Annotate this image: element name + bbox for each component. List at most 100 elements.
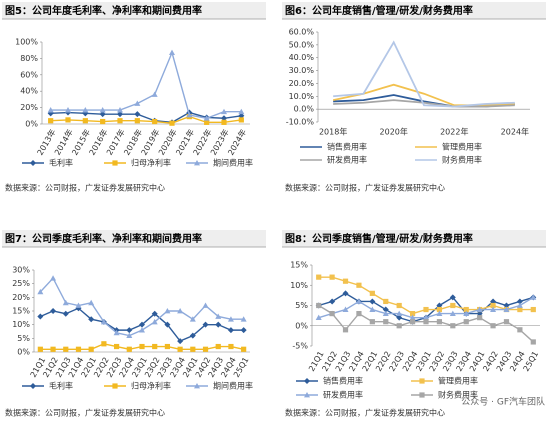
y-tick-label: 60.0% bbox=[289, 28, 315, 37]
marker bbox=[356, 282, 362, 288]
marker bbox=[463, 306, 469, 313]
y-tick-label: 80% bbox=[20, 54, 38, 63]
y-tick-label: 100% bbox=[15, 38, 38, 47]
marker bbox=[503, 306, 510, 312]
marker bbox=[329, 311, 335, 317]
marker bbox=[530, 294, 537, 300]
marker bbox=[463, 319, 469, 325]
y-tick-label: 40% bbox=[20, 87, 38, 96]
title-bar bbox=[282, 230, 546, 247]
marker bbox=[202, 302, 209, 308]
marker bbox=[477, 315, 483, 321]
marker bbox=[423, 306, 429, 313]
marker bbox=[396, 314, 403, 321]
marker bbox=[342, 327, 349, 333]
watermark: 公众号 · GF汽车团队 bbox=[461, 396, 545, 408]
title-bar bbox=[282, 2, 546, 19]
title-bar bbox=[2, 230, 266, 247]
marker bbox=[164, 343, 171, 350]
legend-label: 期间费用率 bbox=[213, 158, 253, 168]
marker bbox=[409, 314, 416, 321]
marker bbox=[342, 278, 349, 284]
marker bbox=[152, 343, 158, 350]
marker bbox=[342, 290, 349, 297]
legend-label: 销售费用率 bbox=[323, 376, 363, 386]
marker bbox=[450, 323, 456, 329]
marker bbox=[383, 319, 389, 325]
marker bbox=[82, 118, 88, 124]
marker bbox=[316, 302, 322, 309]
source-note: 数据来源：公司财报，广发证券发展研究中心 bbox=[5, 183, 165, 193]
y-tick-label: -5% bbox=[292, 342, 308, 351]
marker bbox=[126, 327, 133, 334]
marker bbox=[238, 117, 244, 123]
marker bbox=[316, 274, 322, 280]
marker bbox=[189, 316, 196, 322]
marker bbox=[517, 306, 523, 313]
marker bbox=[194, 160, 200, 166]
marker bbox=[215, 343, 221, 350]
y-tick-label: 10% bbox=[290, 281, 308, 290]
y-tick-label: 30% bbox=[12, 266, 30, 275]
legend-label: 归母净利率 bbox=[131, 158, 171, 168]
marker bbox=[227, 327, 234, 334]
y-tick-label: 25% bbox=[12, 279, 30, 288]
marker bbox=[75, 346, 82, 352]
marker bbox=[490, 302, 496, 309]
y-tick-label: 5% bbox=[295, 301, 308, 310]
legend-label: 毛利率 bbox=[49, 158, 73, 168]
marker bbox=[113, 343, 120, 350]
marker bbox=[396, 310, 403, 316]
marker bbox=[65, 117, 71, 123]
marker bbox=[369, 290, 375, 296]
marker bbox=[490, 323, 496, 329]
marker bbox=[186, 111, 193, 118]
marker bbox=[355, 298, 362, 304]
marker bbox=[396, 323, 402, 329]
marker bbox=[409, 319, 416, 325]
marker bbox=[369, 319, 375, 325]
marker bbox=[503, 319, 510, 325]
marker bbox=[139, 321, 145, 328]
y-tick-label: 10.0% bbox=[289, 92, 315, 101]
marker bbox=[139, 327, 145, 333]
legend-label: 归母净利率 bbox=[131, 381, 171, 391]
marker bbox=[449, 310, 456, 316]
marker bbox=[240, 316, 247, 322]
marker bbox=[423, 319, 429, 325]
y-tick-label: 40.0% bbox=[289, 53, 315, 62]
marker bbox=[436, 310, 443, 316]
x-tick-label: 2018年 bbox=[319, 127, 347, 137]
marker bbox=[65, 107, 71, 113]
title-bar bbox=[2, 2, 266, 19]
marker bbox=[383, 298, 389, 305]
marker bbox=[436, 319, 443, 325]
marker bbox=[50, 308, 57, 314]
marker bbox=[215, 313, 222, 319]
legend-label: 研发费用率 bbox=[323, 390, 363, 400]
marker bbox=[396, 302, 402, 309]
marker bbox=[517, 327, 523, 333]
y-tick-label: 5% bbox=[17, 334, 30, 343]
marker bbox=[177, 346, 183, 352]
marker bbox=[37, 346, 43, 352]
y-tick-label: 0.0% bbox=[294, 105, 315, 114]
marker bbox=[75, 302, 82, 308]
marker bbox=[476, 306, 483, 312]
marker bbox=[369, 298, 376, 305]
marker bbox=[134, 118, 140, 124]
marker bbox=[99, 107, 106, 113]
marker bbox=[152, 118, 158, 125]
source-note: 数据来源：公司财报，广发证券发展研究中心 bbox=[5, 408, 165, 418]
marker bbox=[204, 119, 210, 125]
marker bbox=[356, 311, 362, 317]
legend-label: 财务费用率 bbox=[442, 155, 482, 165]
legend-label: 管理费用率 bbox=[442, 142, 482, 152]
marker bbox=[139, 343, 145, 350]
marker bbox=[82, 107, 89, 113]
y-tick-label: 60% bbox=[20, 70, 38, 79]
marker bbox=[221, 119, 227, 125]
marker bbox=[315, 314, 322, 321]
marker bbox=[409, 311, 416, 317]
marker bbox=[164, 321, 171, 328]
